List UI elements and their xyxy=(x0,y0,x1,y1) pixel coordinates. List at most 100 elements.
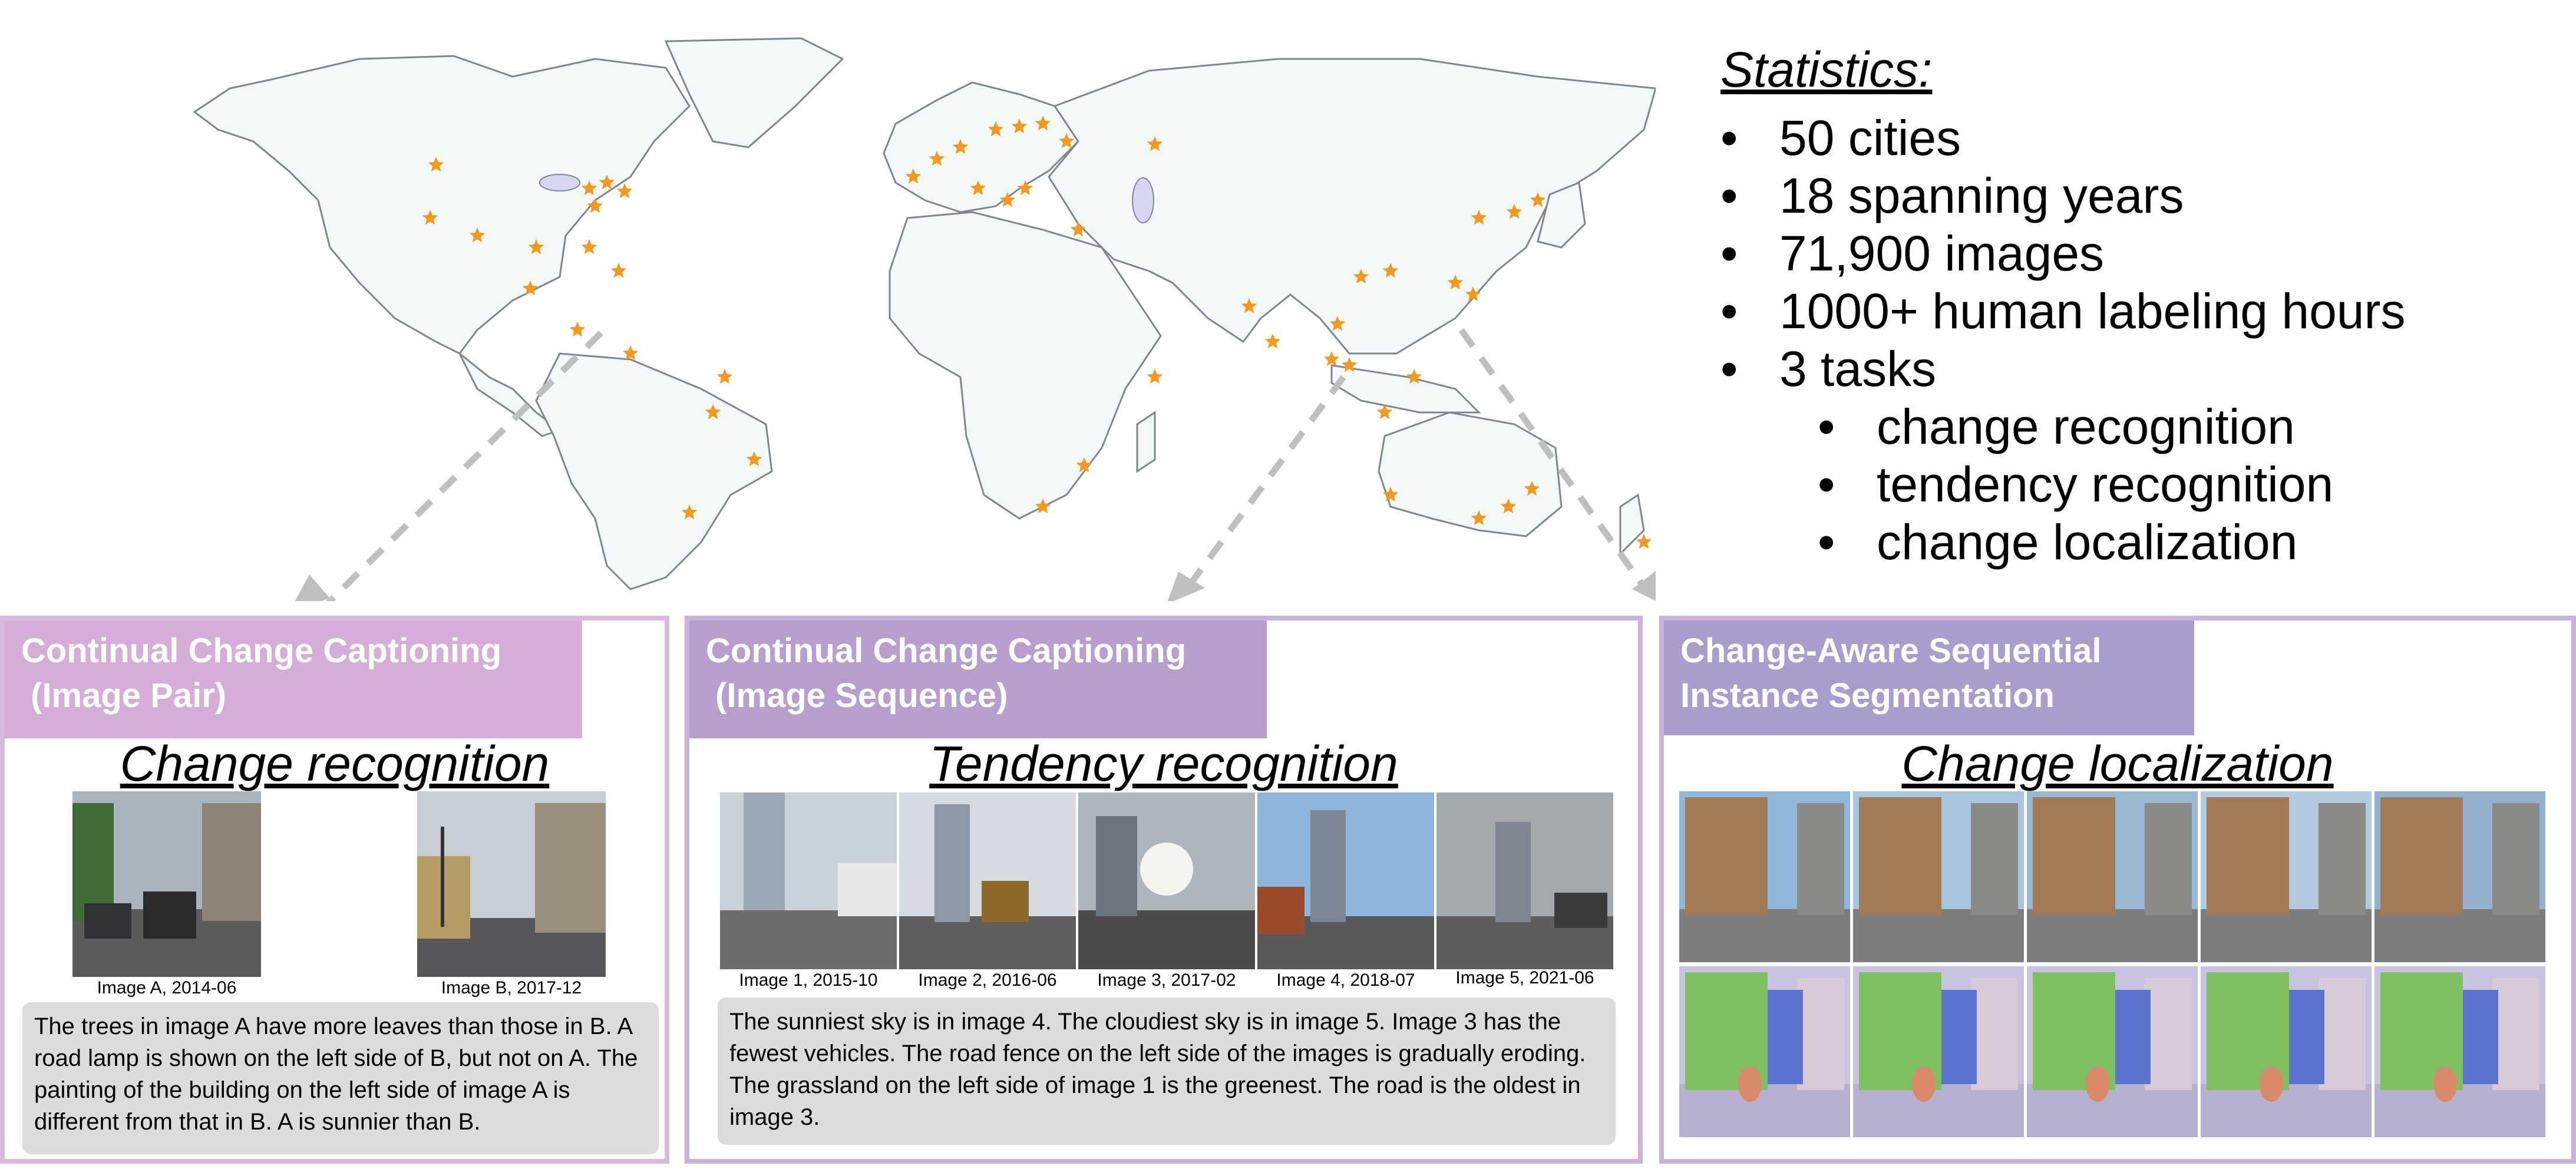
arrow-head-2 xyxy=(1167,572,1205,601)
panel-instance-segmentation: Change-Aware Sequential Instance Segment… xyxy=(1659,616,2576,1164)
europe xyxy=(883,81,1079,213)
australia xyxy=(1378,411,1563,537)
city-star-icon xyxy=(999,192,1016,207)
statistics-list: 50 cities 18 spanning years 71,900 image… xyxy=(1720,109,2545,571)
city-star-icon xyxy=(952,139,969,154)
city-star-icon xyxy=(469,227,486,243)
great-lakes xyxy=(539,174,580,191)
panel-title-line2: (Image Sequence) xyxy=(706,676,1008,715)
panel-heading: Change localization xyxy=(1901,736,2334,791)
greenland xyxy=(664,37,844,148)
city-markers xyxy=(422,115,1652,549)
city-star-icon xyxy=(1465,286,1481,302)
street-view-photo xyxy=(2201,791,2372,962)
city-star-icon xyxy=(705,404,721,420)
panel-title-line1: Change-Aware Sequential xyxy=(1680,632,2102,670)
city-star-icon xyxy=(622,345,639,361)
city-star-icon xyxy=(988,121,1004,137)
continents xyxy=(193,37,1656,590)
city-star-icon xyxy=(1500,498,1517,514)
city-star-icon xyxy=(616,183,633,199)
city-star-icon xyxy=(716,369,733,384)
city-star-icon xyxy=(422,210,438,225)
city-star-icon xyxy=(1341,357,1358,372)
city-star-icon xyxy=(1506,204,1523,219)
city-star-icon xyxy=(1058,133,1075,148)
street-view-photo xyxy=(1853,791,2024,962)
arrow-head-1 xyxy=(295,574,330,601)
panel-title: Continual Change Captioning (Image Seque… xyxy=(689,620,1267,738)
panel-title-line2: (Image Pair) xyxy=(21,676,227,715)
image-caption: Image 5, 2021-06 xyxy=(1455,968,1594,988)
city-star-icon xyxy=(1076,457,1092,473)
city-star-icon xyxy=(1035,115,1051,131)
image-caption: Image 3, 2017-02 xyxy=(1097,970,1236,990)
image-caption: Image 4, 2018-07 xyxy=(1276,970,1415,990)
task-item: change recognition xyxy=(1720,398,2545,455)
city-star-icon xyxy=(428,157,444,172)
city-star-icon xyxy=(1147,136,1163,151)
caspian-sea xyxy=(1132,177,1154,223)
asia xyxy=(1048,58,1656,355)
segmentation-mask-photo xyxy=(1679,966,1850,1137)
segmentation-mask-photo xyxy=(2027,966,2198,1137)
madagascar xyxy=(1136,411,1156,473)
city-star-icon xyxy=(1524,481,1540,496)
panel-title: Continual Change Captioning (Image Pair) xyxy=(5,620,582,738)
city-star-icon xyxy=(569,322,586,337)
panel-title-line1: Continual Change Captioning xyxy=(21,632,502,670)
city-star-icon xyxy=(1382,263,1399,278)
city-star-icon xyxy=(1382,487,1399,502)
japan xyxy=(1537,181,1586,249)
city-star-icon xyxy=(1329,316,1346,331)
city-star-icon xyxy=(1241,298,1257,313)
world-map xyxy=(193,37,1656,601)
city-star-icon xyxy=(1011,118,1028,134)
stat-item: 1000+ human labeling hours xyxy=(1720,282,2545,340)
city-star-icon xyxy=(905,169,922,184)
city-star-icon xyxy=(581,239,597,255)
task-item: tendency recognition xyxy=(1720,455,2545,513)
city-star-icon xyxy=(1353,269,1369,284)
panel-title: Change-Aware Sequential Instance Segment… xyxy=(1664,620,2194,735)
image-caption: Image A, 2014-06 xyxy=(97,978,237,998)
sequence-photo-1 xyxy=(720,792,897,969)
new-zealand xyxy=(1619,493,1645,556)
segmentation-mask-photo xyxy=(2374,966,2545,1137)
city-star-icon xyxy=(929,151,945,166)
description-box: The sunniest sky is in image 4. The clou… xyxy=(718,998,1616,1145)
sequence-photo-3 xyxy=(1078,792,1255,969)
city-star-icon xyxy=(1471,510,1487,526)
city-star-icon xyxy=(1264,333,1281,349)
panel-image-sequence: Continual Change Captioning (Image Seque… xyxy=(685,616,1643,1164)
panel-heading: Change recognition xyxy=(120,736,550,791)
stat-item: 3 tasks xyxy=(1720,340,2545,398)
city-star-icon xyxy=(970,180,986,196)
city-star-icon xyxy=(1530,192,1546,207)
city-star-icon xyxy=(1017,180,1033,196)
city-star-icon xyxy=(1406,369,1422,384)
city-star-icon xyxy=(528,239,544,255)
arrow-to-panel-2 xyxy=(1181,375,1346,595)
task-item: change localization xyxy=(1720,513,2545,571)
statistics-block: Statistics: 50 cities 18 spanning years … xyxy=(1720,41,2545,571)
city-star-icon xyxy=(599,174,615,190)
image-caption: Image 1, 2015-10 xyxy=(739,970,878,990)
street-photo-a xyxy=(72,791,261,977)
sequence-photo-5 xyxy=(1436,792,1613,969)
city-star-icon xyxy=(1447,275,1464,290)
city-star-icon xyxy=(681,504,698,520)
city-star-icon xyxy=(1070,222,1086,237)
city-star-icon xyxy=(1035,498,1051,514)
segmentation-mask-photo xyxy=(1853,966,2024,1137)
street-view-photo xyxy=(1679,791,1850,962)
city-star-icon xyxy=(1376,404,1393,420)
city-star-icon xyxy=(522,280,539,296)
africa xyxy=(889,211,1162,520)
street-view-photo xyxy=(2374,791,2545,962)
panel-title-line2: Instance Segmentation xyxy=(1680,676,2055,715)
sequence-photo-4 xyxy=(1257,792,1434,969)
stat-item: 18 spanning years xyxy=(1720,167,2545,224)
image-caption: Image B, 2017-12 xyxy=(441,978,582,998)
city-star-icon xyxy=(746,451,762,467)
